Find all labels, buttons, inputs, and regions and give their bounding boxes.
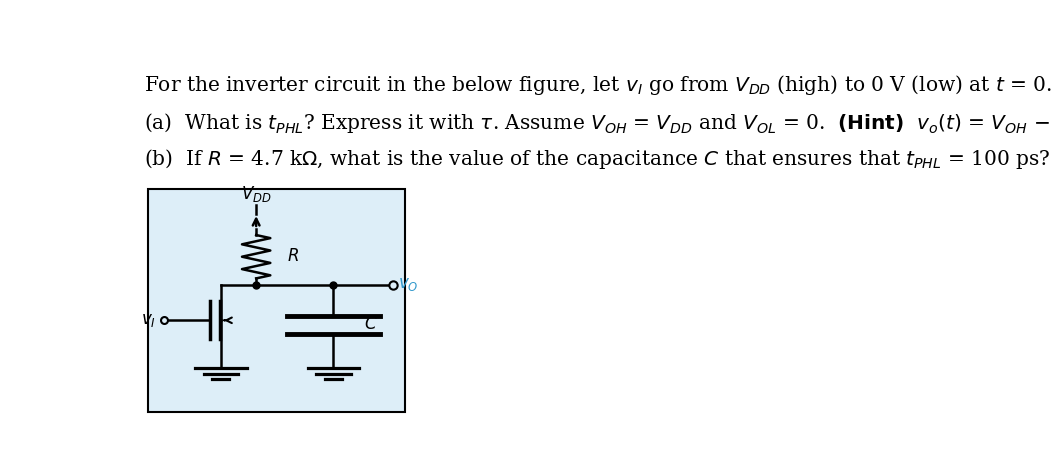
Text: $C$: $C$ — [365, 316, 377, 333]
Text: For the inverter circuit in the below figure, let $v_I$ go from $V_{DD}$ (high) : For the inverter circuit in the below fi… — [144, 74, 1054, 97]
Text: (b)  If $R$ = 4.7 k$\Omega$, what is the value of the capacitance $C$ that ensur: (b) If $R$ = 4.7 k$\Omega$, what is the … — [144, 147, 1051, 171]
Text: $R$: $R$ — [287, 248, 299, 265]
Text: $v_O$: $v_O$ — [397, 276, 418, 293]
Text: $V_{DD}$: $V_{DD}$ — [240, 184, 272, 204]
Text: $v_I$: $v_I$ — [141, 312, 156, 329]
Bar — [148, 189, 406, 412]
Text: (a)  What is $t_{PHL}$? Express it with $\tau$. Assume $V_{OH}$ = $V_{DD}$ and $: (a) What is $t_{PHL}$? Express it with $… — [144, 110, 1054, 136]
